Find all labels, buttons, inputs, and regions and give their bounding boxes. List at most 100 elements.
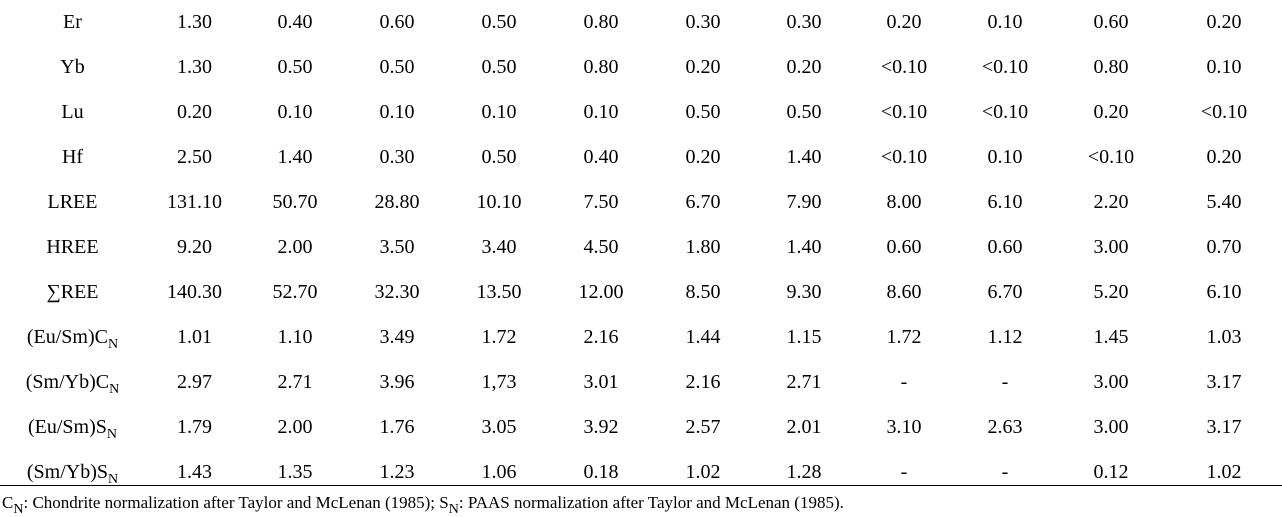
table-cell: <0.10	[880, 56, 928, 78]
row-label-main: Er	[63, 11, 82, 33]
table-cell: 2.50	[177, 146, 212, 168]
table-row: (Sm/Yb)CN 2.97 2.71 3.96 1,73 3.01 2.16 2.71 - - 3…	[0, 360, 1282, 405]
table-cell: 2.71	[277, 371, 313, 393]
table-cell: 0.20	[1093, 101, 1129, 123]
row-label-subscript: N	[108, 337, 119, 352]
table-cell: 9.30	[786, 281, 822, 303]
table-cell: 3.50	[379, 236, 415, 258]
table-cell: 50.70	[272, 191, 318, 213]
table-cell: 1.45	[1093, 326, 1129, 348]
table-cell: 3.05	[481, 416, 517, 438]
row-label-main: (Eu/Sm)	[27, 416, 96, 438]
table-cell: 0.60	[1093, 11, 1129, 33]
table-cell: <0.10	[981, 101, 1029, 123]
table-row: Er 1.30 0.40 0.60 0.50 0.80 0.30 0.30 0.20 0.10 0.…	[0, 0, 1282, 45]
table-cell: 8.50	[685, 281, 721, 303]
table-cell: 2.71	[786, 371, 822, 393]
table-cell: 0.40	[583, 146, 619, 168]
table-cell: <0.10	[981, 56, 1029, 78]
table-cell: 0.10	[379, 101, 415, 123]
table-cell: 0.60	[379, 11, 415, 33]
table-cell: 0.20	[1206, 11, 1242, 33]
table-cell: 1.72	[886, 326, 922, 348]
table-cell: 13.50	[476, 281, 522, 303]
table-cell: <0.10	[880, 101, 928, 123]
table-cell: 2.57	[685, 416, 721, 438]
row-label-main: (Sm/Yb)	[26, 461, 97, 483]
table-cell: 131.10	[167, 191, 222, 213]
table-cell: 1.30	[177, 56, 212, 78]
table-cell: 0.10	[987, 11, 1023, 33]
table-cell: 1.40	[786, 236, 822, 258]
table-cell: -	[900, 371, 908, 393]
table-cell: 2.16	[583, 326, 619, 348]
row-label-suffix: S	[95, 416, 107, 438]
table-cell: 3.17	[1206, 371, 1242, 393]
table-cell: 7.50	[583, 191, 619, 213]
geochemistry-table: Er 1.30 0.40 0.60 0.50 0.80 0.30 0.30 0.20 0.10 0.…	[0, 0, 1282, 487]
row-label: (Eu/Sm)CN	[0, 315, 145, 360]
row-label-main: (Eu/Sm)	[26, 326, 95, 348]
row-label-main: ∑REE	[46, 281, 99, 303]
row-label: HREE	[0, 225, 145, 270]
row-label-main: LREE	[47, 191, 98, 213]
row-label: Er	[0, 0, 145, 45]
table-row: Lu 0.20 0.10 0.10 0.10 0.10 0.50 0.50 <0.10 <0.10…	[0, 90, 1282, 135]
table-cell: 0.20	[685, 146, 721, 168]
footnote-c-text: : Chondrite normalization after Taylor a…	[23, 493, 440, 512]
table-cell: 0.50	[379, 56, 415, 78]
table-cell: 6.70	[987, 281, 1023, 303]
row-label-suffix: S	[96, 461, 108, 483]
table-cell: 3.00	[1093, 236, 1129, 258]
table-cell: 0.40	[277, 11, 313, 33]
table-cell: 5.40	[1206, 191, 1242, 213]
table-cell: 6.10	[1206, 281, 1242, 303]
footnote-s-subscript: N	[448, 502, 459, 517]
table-cell: 3.01	[583, 371, 619, 393]
table-cell: 0.12	[1093, 461, 1129, 483]
table-cell: 10.10	[476, 191, 522, 213]
table-cell: 1.02	[1206, 461, 1242, 483]
row-label: Lu	[0, 90, 145, 135]
table-cell: 0.60	[987, 236, 1023, 258]
table-cell: 1.01	[177, 326, 212, 348]
table-cell: 1.43	[177, 461, 212, 483]
table-cell: 0.80	[583, 56, 619, 78]
footnote-s-symbol: S	[439, 493, 449, 512]
table-cell: 5.20	[1093, 281, 1129, 303]
table-row: HREE 9.20 2.00 3.50 3.40 4.50 1.80 1.40 0.60 0.60…	[0, 225, 1282, 270]
footnote-s-text: : PAAS normalization after Taylor and Mc…	[458, 493, 844, 512]
row-label: Hf	[0, 135, 145, 180]
footnote-c-subscript: N	[13, 502, 24, 517]
table-bottom-rule	[0, 485, 1282, 486]
table-cell: 0.60	[886, 236, 922, 258]
row-label-main: Lu	[61, 101, 84, 123]
row-label-subscript: N	[108, 472, 119, 487]
table-cell: 32.30	[374, 281, 420, 303]
table-cell: 1.35	[277, 461, 313, 483]
table-cell: 0.50	[481, 11, 517, 33]
table-cell: 0.20	[886, 11, 922, 33]
table-cell: 0.18	[583, 461, 619, 483]
table-cell: 0.70	[1206, 236, 1242, 258]
table-cell: 3.00	[1093, 371, 1129, 393]
table-cell: 2.00	[277, 236, 313, 258]
table-cell: 3.96	[379, 371, 415, 393]
table-row: LREE 131.10 50.70 28.80 10.10 7.50 6.70 7.90 8.0…	[0, 180, 1282, 225]
table-cell: 0.50	[481, 146, 517, 168]
row-label-main: Hf	[61, 146, 84, 168]
table-cell: 9.20	[177, 236, 212, 258]
table-row: Hf 2.50 1.40 0.30 0.50 0.40 0.20 1.40 <0.10 0.10 <…	[0, 135, 1282, 180]
footnote-c-symbol: C	[2, 493, 14, 512]
table-cell: -	[1001, 371, 1009, 393]
table-cell: 1.28	[786, 461, 822, 483]
table-cell: 0.20	[1206, 146, 1242, 168]
table-cell: 0.80	[1093, 56, 1129, 78]
table-cell: -	[1001, 461, 1009, 483]
table-cell: 2.63	[987, 416, 1023, 438]
row-label: (Sm/Yb)CN	[0, 360, 145, 405]
table-cell: 3.00	[1093, 416, 1129, 438]
table-cell: 0.50	[481, 56, 517, 78]
table-cell: 6.70	[685, 191, 721, 213]
